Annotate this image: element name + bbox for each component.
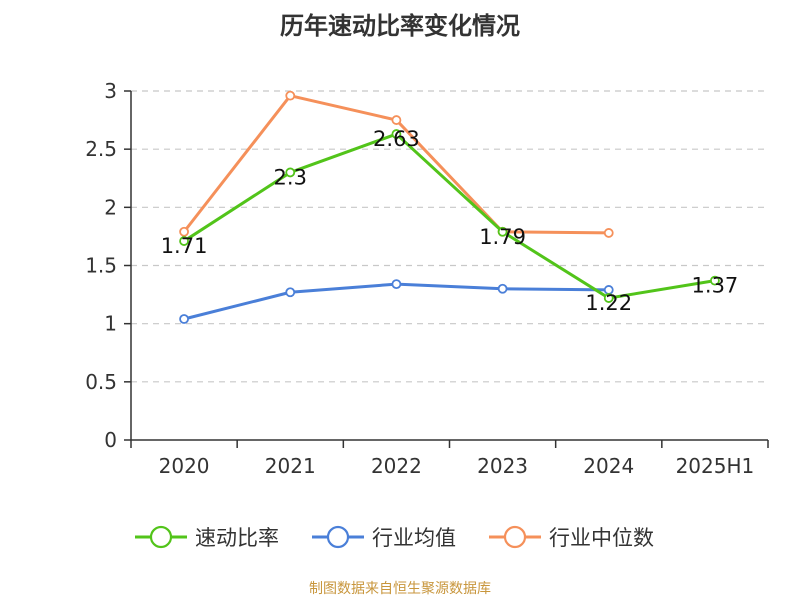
legend-marker: [503, 525, 527, 549]
data-point: [391, 129, 402, 139]
data-point: [179, 226, 189, 237]
data-label: 2.63: [373, 127, 420, 151]
data-label: 1.37: [692, 274, 739, 298]
data-label: 2.3: [274, 165, 307, 189]
data-label: 1.71: [161, 234, 208, 258]
legend-label: 行业中位数: [549, 526, 654, 550]
series-line: [183, 282, 609, 321]
y-tick-label: 2.5: [85, 137, 117, 161]
chart-title: 历年速动比率变化情况: [280, 12, 520, 40]
x-tick-label: 2021: [265, 454, 316, 478]
source-note: 制图数据来自恒生聚源数据库: [309, 581, 491, 597]
y-tick-label: 0.5: [85, 370, 117, 394]
y-tick-label: 0: [104, 428, 117, 452]
data-point: [710, 275, 720, 286]
data-point: [391, 279, 402, 290]
legend-label: 速动比率: [195, 526, 279, 550]
data-point: [285, 287, 296, 298]
data-point: [391, 115, 402, 125]
y-tick-label: 1: [104, 312, 117, 336]
gridlines: [131, 90, 768, 383]
legend-label: 行业均值: [372, 526, 456, 550]
data-point: [603, 228, 614, 238]
data-point: [497, 283, 508, 294]
data-point: [285, 90, 296, 101]
legend-marker: [149, 525, 173, 549]
data-labels: 1.71 2.3 2.63 1.79 1.22 1.37: [161, 127, 739, 315]
data-point: [285, 167, 296, 178]
x-tick-label: 2023: [477, 454, 528, 478]
y-tick-label: 1.5: [85, 254, 117, 278]
data-label: 1.22: [585, 291, 632, 315]
y-tick-label: 3: [104, 79, 117, 103]
data-label: 1.79: [479, 225, 526, 249]
y-tick-label: 2: [104, 195, 117, 219]
data-point: [497, 226, 508, 237]
x-tick-label: 2020: [159, 454, 210, 478]
x-tick-label: 2025H1: [676, 454, 755, 478]
x-tick-label: 2024: [583, 454, 634, 478]
x-tick-label: 2022: [371, 454, 422, 478]
series-line: [183, 132, 716, 300]
data-point: [603, 293, 614, 303]
data-point: [179, 236, 189, 246]
series-lines: [179, 90, 720, 324]
data-point: [179, 314, 189, 324]
axes: 0 0.5 1 1.5 2 2.5 3 2020 2021 2022 2023 2024 2025H1: [85, 79, 769, 478]
legend[interactable]: 速动比率 行业均值 行业中位数: [135, 525, 654, 550]
legend-marker: [326, 525, 350, 549]
